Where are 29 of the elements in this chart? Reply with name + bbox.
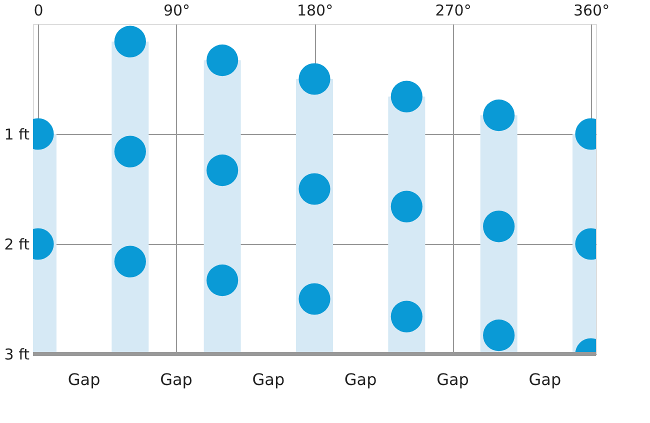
point [298, 63, 330, 95]
point [390, 300, 422, 332]
text: Gap [436, 370, 469, 389]
y-tick-label: 1 ft [4, 126, 30, 144]
text: Gap [160, 370, 192, 389]
point [390, 190, 422, 222]
y-tick-label: 2 ft [4, 236, 30, 254]
point [483, 210, 515, 242]
point [298, 173, 330, 205]
x-tick-label: 270° [435, 2, 472, 20]
point [206, 154, 238, 186]
x-tick-label: 360° [573, 2, 610, 20]
text: Gap [68, 370, 100, 389]
text: Gap [344, 370, 377, 389]
point [114, 136, 146, 168]
text: Gap [528, 370, 562, 389]
text: Gap [252, 370, 285, 389]
y-tick-label: 3 ft [4, 346, 30, 364]
point [483, 320, 515, 352]
x-tick-label: 0 [34, 2, 44, 20]
point [114, 26, 146, 58]
point [483, 100, 515, 132]
point [206, 44, 238, 76]
x-tick-label: 180° [296, 2, 334, 20]
x-tick-label: 90° [163, 2, 190, 20]
point [298, 283, 330, 315]
point [390, 80, 422, 112]
point [206, 264, 238, 296]
point [114, 246, 146, 278]
